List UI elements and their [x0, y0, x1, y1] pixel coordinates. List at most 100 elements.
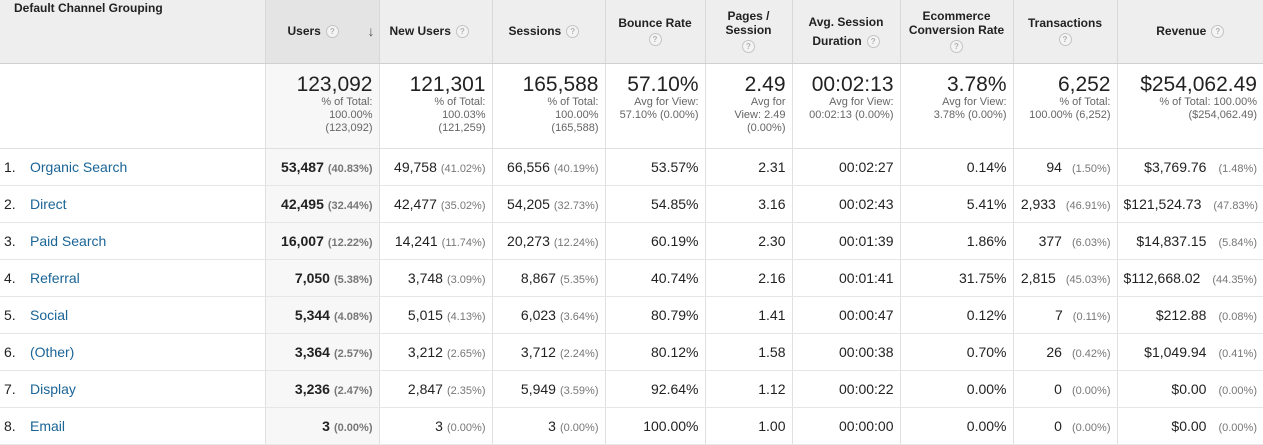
- new-users-percent: (3.09%): [446, 273, 486, 286]
- channel-link[interactable]: Direct: [30, 195, 67, 212]
- help-icon[interactable]: ?: [566, 25, 580, 39]
- revenue-percent: (1.48%): [1218, 162, 1257, 175]
- pages-session-cell: 3.16: [705, 185, 793, 223]
- revenue-value: $3,769.76: [1144, 158, 1207, 175]
- help-icon[interactable]: ?: [742, 40, 755, 54]
- revenue-cell: $3,769.76 (1.48%): [1117, 148, 1263, 186]
- table-row: 7. Display 3,236 (2.47%) 2,847 (2.35%) 5,94…: [0, 370, 1263, 408]
- sessions-value: 3: [548, 417, 556, 434]
- column-header-users[interactable]: Users? ↓: [265, 0, 380, 64]
- channel-cell: 5. Social: [0, 296, 266, 334]
- sessions-cell: 6,023 (3.64%): [492, 296, 606, 334]
- ecommerce-conversion-rate-cell: 0.00%: [900, 407, 1014, 445]
- new-users-percent: (4.13%): [446, 310, 486, 323]
- revenue-value: $0.00: [1171, 380, 1207, 397]
- revenue-value: $212.88: [1155, 306, 1207, 323]
- ecommerce-conversion-rate-cell: 1.86%: [900, 222, 1014, 260]
- sessions-value: 5,949: [520, 380, 556, 397]
- sessions-cell: 20,273 (12.24%): [492, 222, 606, 260]
- new-users-value: 3: [435, 417, 443, 434]
- column-header-sessions[interactable]: Sessions?: [492, 0, 606, 64]
- sort-descending-icon[interactable]: ↓: [367, 23, 375, 39]
- users-percent: (2.47%): [333, 384, 373, 397]
- transactions-value: 0: [1054, 417, 1062, 434]
- column-header-channel[interactable]: Default Channel Grouping: [0, 0, 266, 64]
- new-users-value: 49,758: [394, 158, 437, 175]
- total-revenue: $254,062.49% of Total: 100.00% ($254,062.…: [1117, 63, 1263, 149]
- table-row: 1. Organic Search 53,487 (40.83%) 49,758 (4…: [0, 148, 1263, 186]
- transactions-cell: 0 (0.00%): [1013, 370, 1118, 408]
- channel-link[interactable]: Social: [30, 306, 69, 323]
- column-header-new-users[interactable]: New Users?: [379, 0, 493, 64]
- row-number: 2.: [4, 195, 16, 212]
- channel-cell: 1. Organic Search: [0, 148, 266, 186]
- channel-link[interactable]: Display: [30, 380, 76, 397]
- transactions-cell: 2,815 (45.03%): [1013, 259, 1118, 297]
- new-users-value: 3,748: [407, 269, 443, 286]
- help-icon[interactable]: ?: [1058, 33, 1072, 47]
- table-row: 2. Direct 42,495 (32.44%) 42,477 (35.02%) 5…: [0, 185, 1263, 223]
- revenue-cell: $14,837.15 (5.84%): [1117, 222, 1263, 260]
- pages-session-cell: 2.31: [705, 148, 793, 186]
- new-users-cell: 42,477 (35.02%): [379, 185, 493, 223]
- transactions-value: 94: [1046, 158, 1062, 175]
- revenue-cell: $121,524.73 (47.83%): [1117, 185, 1263, 223]
- column-header-avg-session-duration[interactable]: Avg. Session Duration?: [792, 0, 901, 64]
- channel-cell: 4. Referral: [0, 259, 266, 297]
- channel-cell: 2. Direct: [0, 185, 266, 223]
- totals-row: 123,092% of Total: 100.00% (123,092) 121,3…: [0, 63, 1263, 149]
- new-users-value: 42,477: [394, 195, 437, 212]
- channel-link[interactable]: Paid Search: [30, 232, 107, 249]
- transactions-value: 2,815: [1020, 269, 1056, 286]
- channel-cell: 7. Display: [0, 370, 266, 408]
- column-header-bounce-rate[interactable]: Bounce Rate?: [605, 0, 706, 64]
- total-users: 123,092% of Total: 100.00% (123,092): [265, 63, 380, 149]
- channel-link[interactable]: (Other): [30, 343, 75, 360]
- revenue-cell: $1,049.94 (0.41%): [1117, 333, 1263, 371]
- table-row: 8. Email 3 (0.00%) 3 (0.00%) 3 (0.00%) 100.0…: [0, 407, 1263, 445]
- new-users-percent: (11.74%): [441, 236, 486, 249]
- users-percent: (12.22%): [327, 236, 373, 249]
- bounce-rate-cell: 92.64%: [605, 370, 706, 408]
- help-icon[interactable]: ?: [648, 33, 662, 47]
- ecommerce-conversion-rate-cell: 0.00%: [900, 370, 1014, 408]
- sessions-percent: (40.19%): [553, 162, 599, 175]
- transactions-percent: (0.42%): [1071, 347, 1111, 360]
- channel-link[interactable]: Organic Search: [30, 158, 128, 175]
- users-cell: 3 (0.00%): [265, 407, 380, 445]
- sessions-value: 3,712: [520, 343, 556, 360]
- totals-label-cell: [0, 63, 266, 149]
- help-icon[interactable]: ?: [866, 34, 880, 48]
- help-icon[interactable]: ?: [950, 40, 963, 54]
- users-cell: 16,007 (12.22%): [265, 222, 380, 260]
- users-percent: (4.08%): [333, 310, 373, 323]
- new-users-cell: 3,212 (2.65%): [379, 333, 493, 371]
- transactions-value: 26: [1046, 343, 1062, 360]
- transactions-value: 0: [1054, 380, 1062, 397]
- column-header-transactions[interactable]: Transactions?: [1013, 0, 1118, 64]
- transactions-cell: 2,933 (46.91%): [1013, 185, 1118, 223]
- transactions-percent: (0.00%): [1071, 421, 1111, 434]
- sessions-cell: 66,556 (40.19%): [492, 148, 606, 186]
- transactions-percent: (0.00%): [1071, 384, 1111, 397]
- transactions-value: 7: [1055, 306, 1063, 323]
- total-sessions: 165,588% of Total: 100.00% (165,588): [492, 63, 606, 149]
- help-icon[interactable]: ?: [455, 25, 469, 39]
- column-header-ecommerce-conversion-rate[interactable]: Ecommerce Conversion Rate?: [900, 0, 1014, 64]
- channel-link[interactable]: Referral: [30, 269, 80, 286]
- column-header-pages-session[interactable]: Pages / Session?: [705, 0, 793, 64]
- revenue-percent: (0.08%): [1218, 310, 1257, 323]
- bounce-rate-cell: 53.57%: [605, 148, 706, 186]
- column-header-revenue[interactable]: Revenue?: [1117, 0, 1263, 64]
- transactions-percent: (45.03%): [1065, 273, 1111, 286]
- sessions-value: 54,205: [507, 195, 550, 212]
- help-icon[interactable]: ?: [1211, 25, 1225, 39]
- new-users-value: 3,212: [407, 343, 443, 360]
- channel-link[interactable]: Email: [30, 417, 66, 434]
- revenue-value: $121,524.73: [1123, 195, 1202, 212]
- users-percent: (40.83%): [327, 162, 373, 175]
- new-users-value: 14,241: [394, 232, 438, 249]
- help-icon[interactable]: ?: [325, 25, 339, 39]
- new-users-percent: (0.00%): [446, 421, 486, 434]
